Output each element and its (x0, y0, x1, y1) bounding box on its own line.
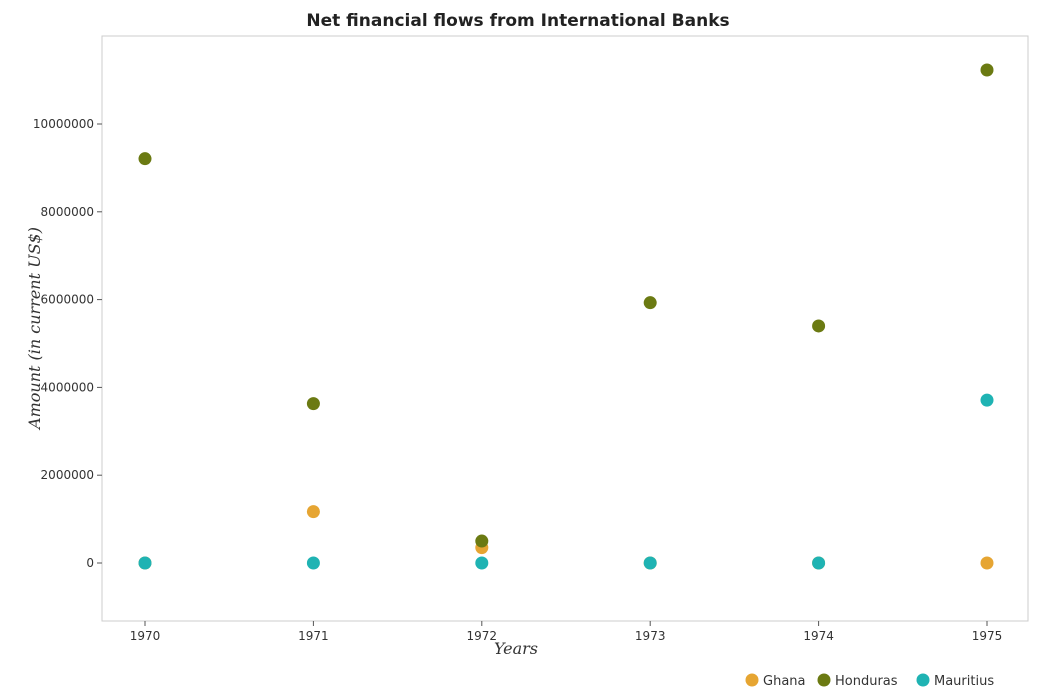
legend-label-honduras: Honduras (835, 674, 898, 689)
point-mauritius (812, 556, 826, 570)
point-honduras (306, 397, 320, 411)
point-mauritius (138, 556, 152, 570)
point-mauritius (643, 556, 657, 570)
legend-label-mauritius: Mauritius (934, 674, 994, 689)
y-tick-label: 10000000 (33, 117, 94, 131)
x-tick-label: 1973 (635, 629, 666, 643)
x-tick-label: 1972 (467, 629, 498, 643)
y-tick-label: 0 (86, 556, 94, 570)
point-mauritius (306, 556, 320, 570)
point-honduras (812, 319, 826, 333)
legend-marker-mauritius (916, 673, 930, 687)
legend-marker-honduras (817, 673, 831, 687)
x-axis: 1970 1971 1972 1973 1974 1975 (130, 621, 1003, 643)
point-honduras (980, 63, 994, 77)
x-axis-label: Years (494, 639, 538, 658)
legend: Ghana Honduras Mauritius (745, 673, 994, 689)
y-tick-label: 8000000 (41, 205, 94, 219)
legend-marker-ghana (745, 673, 759, 687)
point-ghana (980, 556, 994, 570)
point-honduras (475, 534, 489, 548)
x-tick-label: 1975 (972, 629, 1003, 643)
legend-label-ghana: Ghana (763, 674, 806, 689)
point-honduras (643, 296, 657, 310)
x-tick-label: 1971 (298, 629, 329, 643)
y-axis-label: Amount (in current US$) (25, 227, 44, 431)
x-tick-label: 1974 (803, 629, 834, 643)
y-tick-label: 6000000 (41, 293, 94, 307)
point-mauritius (475, 556, 489, 570)
chart-title: Net financial flows from International B… (306, 11, 729, 31)
plot-area (101, 35, 1029, 622)
y-tick-label: 4000000 (41, 380, 94, 394)
point-honduras (138, 152, 152, 166)
point-mauritius (980, 393, 994, 407)
y-tick-label: 2000000 (41, 468, 94, 482)
x-tick-label: 1970 (130, 629, 161, 643)
y-axis: 0 2000000 4000000 6000000 8000000 10000000 (33, 117, 102, 570)
data-points (138, 63, 994, 570)
point-ghana (306, 505, 320, 519)
